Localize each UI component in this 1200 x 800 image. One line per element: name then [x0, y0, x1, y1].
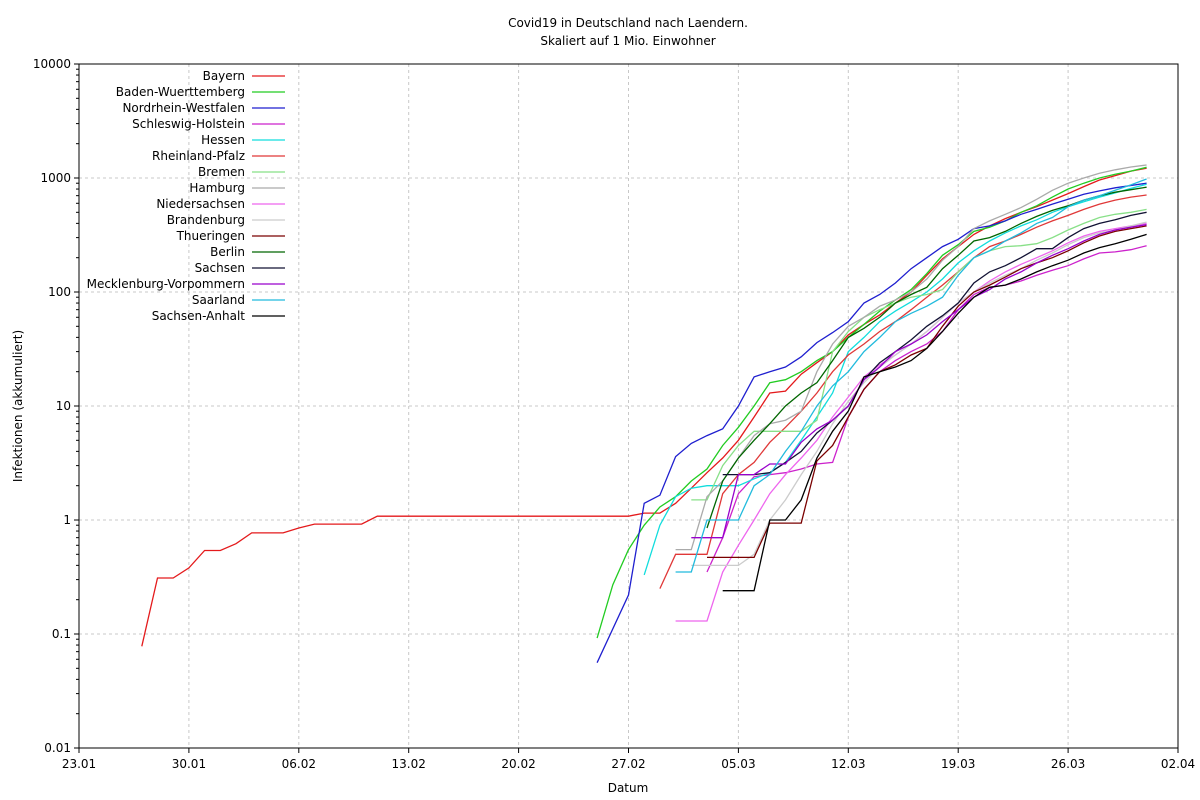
series-line-baden-wuerttemberg: [596, 166, 1147, 639]
series-line-bremen: [691, 208, 1147, 501]
legend-label-bremen: Bremen: [198, 165, 245, 179]
legend-label-bayern: Bayern: [203, 69, 245, 83]
legend-label-saarland: Saarland: [192, 293, 245, 307]
series-line-schleswig-holstein: [706, 245, 1147, 573]
series-line-hessen: [643, 183, 1147, 576]
series-lines: [141, 164, 1147, 663]
legend-label-hamburg: Hamburg: [189, 181, 245, 195]
y-tick-label: 10: [56, 399, 71, 413]
series-line-nordrhein-westfalen: [596, 182, 1147, 663]
y-tick-label: 1000: [40, 171, 71, 185]
series-line-hamburg: [675, 164, 1147, 551]
x-tick-label: 20.02: [501, 757, 535, 771]
x-tick-label: 30.01: [172, 757, 206, 771]
x-axis-label: Datum: [608, 781, 649, 795]
x-tick-label: 26.03: [1051, 757, 1085, 771]
y-tick-label: 0.1: [52, 627, 71, 641]
x-tick-label: 02.04: [1161, 757, 1195, 771]
legend-label-niedersachsen: Niedersachsen: [156, 197, 245, 211]
x-axis: 23.01 30.01 06.02 13.02 20.02 27.02 05.03 12.03…: [62, 748, 1195, 771]
chart-title: Covid19 in Deutschland nach Laendern.: [508, 16, 748, 30]
y-tick-label: 0.01: [44, 741, 71, 755]
legend-label-berlin: Berlin: [210, 245, 245, 259]
y-tick-label: 100: [48, 285, 71, 299]
legend-label-nordrhein-westfalen: Nordrhein-Westfalen: [122, 101, 245, 115]
legend-label-thueringen: Thueringen: [176, 229, 245, 243]
y-axis: 0.01 0.1 1 10 100 1000 10000: [33, 57, 79, 755]
x-tick-label: 19.03: [941, 757, 975, 771]
legend-label-sachsen-anhalt: Sachsen-Anhalt: [152, 309, 246, 323]
series-line-rheinland-pfalz: [659, 194, 1147, 589]
x-tick-label: 12.03: [831, 757, 865, 771]
legend-label-brandenburg: Brandenburg: [167, 213, 245, 227]
x-tick-label: 23.01: [62, 757, 96, 771]
x-tick-label: 05.03: [721, 757, 755, 771]
series-line-sachsen: [722, 211, 1147, 476]
series-line-sachsen-anhalt: [722, 233, 1147, 592]
series-line-brandenburg: [691, 221, 1147, 567]
series-line-saarland: [675, 178, 1147, 573]
y-tick-label: 10000: [33, 57, 71, 71]
x-tick-label: 13.02: [392, 757, 426, 771]
y-tick-label: 1: [63, 513, 71, 527]
legend-label-hessen: Hessen: [201, 133, 245, 147]
x-tick-label: 06.02: [282, 757, 316, 771]
legend-label-schleswig-holstein: Schleswig-Holstein: [132, 117, 245, 131]
x-tick-label: 27.02: [611, 757, 645, 771]
chart-subtitle: Skaliert auf 1 Mio. Einwohner: [540, 34, 715, 48]
legend: Bayern Baden-Wuerttemberg Nordrhein-Westfa…: [87, 69, 285, 323]
y-axis-label: Infektionen (akkumuliert): [11, 330, 25, 482]
legend-label-mecklenburg-vorpommern: Mecklenburg-Vorpommern: [87, 277, 245, 291]
series-line-mecklenburg-vorpommern: [691, 223, 1147, 539]
legend-label-rheinland-pfalz: Rheinland-Pfalz: [152, 149, 245, 163]
legend-label-sachsen: Sachsen: [195, 261, 245, 275]
legend-label-baden-wuerttemberg: Baden-Wuerttemberg: [116, 85, 245, 99]
